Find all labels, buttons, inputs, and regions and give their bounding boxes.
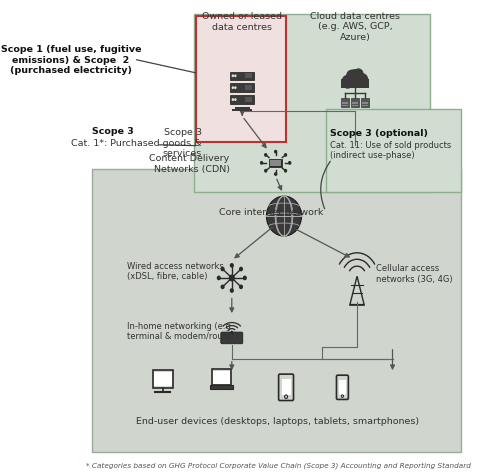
Bar xyxy=(270,165,281,167)
Bar xyxy=(194,15,430,193)
Circle shape xyxy=(230,331,233,334)
Circle shape xyxy=(239,285,243,289)
Text: Scope 3 (optional): Scope 3 (optional) xyxy=(330,129,428,138)
Text: Owned or leased
data centres: Owned or leased data centres xyxy=(202,12,282,32)
Circle shape xyxy=(347,70,363,89)
Bar xyxy=(154,372,172,386)
Text: Cloud data centres
(e.g. AWS, GCP,
Azure): Cloud data centres (e.g. AWS, GCP, Azure… xyxy=(310,12,400,42)
Circle shape xyxy=(274,150,278,154)
Circle shape xyxy=(243,276,247,281)
Circle shape xyxy=(264,169,268,173)
Bar xyxy=(342,102,348,103)
Circle shape xyxy=(234,87,236,90)
Bar xyxy=(341,80,369,89)
Bar xyxy=(362,104,368,105)
Bar xyxy=(245,98,252,103)
Circle shape xyxy=(266,197,302,237)
Circle shape xyxy=(216,276,221,281)
Bar xyxy=(212,369,231,386)
Bar xyxy=(342,104,348,105)
Text: Content Delivery
Networks (CDN): Content Delivery Networks (CDN) xyxy=(150,154,230,173)
Bar xyxy=(362,106,368,107)
Circle shape xyxy=(232,75,234,78)
Bar xyxy=(326,110,462,193)
Bar xyxy=(230,72,254,81)
Circle shape xyxy=(274,173,278,177)
Bar xyxy=(230,84,254,93)
Text: Cellular access
networks (3G, 4G): Cellular access networks (3G, 4G) xyxy=(376,264,452,283)
Text: Scope 3
Cat. 1*: Purchased goods &
services: Scope 3 Cat. 1*: Purchased goods & servi… xyxy=(71,128,202,158)
Text: Core internet network: Core internet network xyxy=(220,208,324,217)
Text: End-user devices (desktops, laptops, tablets, smartphones): End-user devices (desktops, laptops, tab… xyxy=(136,416,420,425)
Circle shape xyxy=(284,169,287,173)
Circle shape xyxy=(234,99,236,102)
Circle shape xyxy=(230,288,234,293)
Circle shape xyxy=(234,75,236,78)
Circle shape xyxy=(220,267,224,272)
Circle shape xyxy=(230,263,234,268)
Text: Wired access networks
(xDSL, fibre, cable): Wired access networks (xDSL, fibre, cabl… xyxy=(128,261,224,281)
Bar xyxy=(270,162,281,164)
Bar xyxy=(351,99,359,108)
Circle shape xyxy=(220,285,224,289)
FancyBboxPatch shape xyxy=(221,332,243,344)
Bar xyxy=(361,99,370,108)
Circle shape xyxy=(346,70,357,83)
Bar xyxy=(339,380,346,395)
Text: Scope 3: Scope 3 xyxy=(92,127,134,136)
Text: In-home networking (e.g.
terminal & modem/router): In-home networking (e.g. terminal & mode… xyxy=(128,321,238,340)
Bar xyxy=(196,17,286,143)
Circle shape xyxy=(288,161,292,165)
Text: Scope 1 (fuel use, fugitive
emissions) & Scope  2
(purchased electricity): Scope 1 (fuel use, fugitive emissions) &… xyxy=(1,45,142,75)
Bar xyxy=(282,379,290,396)
Circle shape xyxy=(284,154,287,158)
Circle shape xyxy=(342,76,354,89)
Bar xyxy=(340,99,349,108)
Circle shape xyxy=(232,87,234,90)
Circle shape xyxy=(264,154,268,158)
Circle shape xyxy=(228,275,235,282)
Circle shape xyxy=(260,161,264,165)
Circle shape xyxy=(232,99,234,102)
Bar xyxy=(352,102,358,103)
Bar xyxy=(210,385,233,389)
Bar xyxy=(213,371,230,384)
Bar xyxy=(270,160,281,162)
Bar xyxy=(234,108,250,110)
Bar xyxy=(232,110,252,112)
Circle shape xyxy=(356,74,368,88)
Bar xyxy=(352,104,358,105)
Bar xyxy=(269,159,282,168)
Bar xyxy=(342,106,348,107)
Bar xyxy=(92,169,462,452)
Bar xyxy=(152,370,174,387)
Text: Cat. 11: Use of sold products
(indirect use-phase): Cat. 11: Use of sold products (indirect … xyxy=(330,140,451,160)
Bar xyxy=(230,96,254,105)
Circle shape xyxy=(353,69,364,81)
Bar xyxy=(245,86,252,91)
Bar xyxy=(362,102,368,103)
Bar xyxy=(352,106,358,107)
Text: * Categories based on GHG Protocol Corporate Value Chain (Scope 3) Accounting an: * Categories based on GHG Protocol Corpo… xyxy=(86,462,470,468)
Bar xyxy=(245,74,252,79)
Circle shape xyxy=(239,267,243,272)
